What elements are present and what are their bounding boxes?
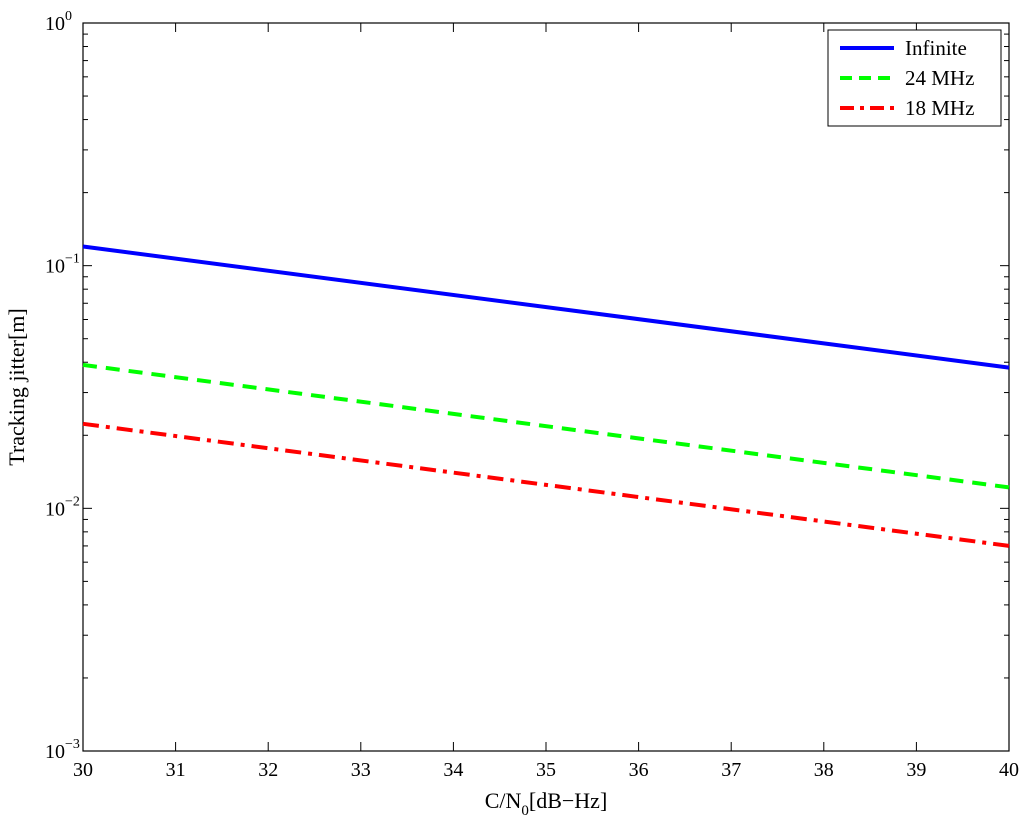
x-tick-label: 32 bbox=[258, 759, 278, 781]
legend: Infinite 24 MHz 18 MHz bbox=[827, 29, 1002, 127]
legend-label: 18 MHz bbox=[905, 96, 974, 120]
legend-label: Infinite bbox=[905, 36, 967, 60]
x-tick-label: 38 bbox=[814, 759, 834, 781]
x-axis-label: C/N0[dB−Hz] bbox=[485, 788, 608, 819]
x-tick-label: 33 bbox=[351, 759, 371, 781]
x-tick-label: 35 bbox=[536, 759, 556, 781]
y-tick-label: 10−2 bbox=[45, 494, 80, 520]
x-tick-label: 39 bbox=[906, 759, 926, 781]
x-tick-label: 36 bbox=[629, 759, 649, 781]
plot-area bbox=[82, 22, 1010, 752]
series-group bbox=[82, 244, 1010, 548]
y-tick-label: 10−3 bbox=[45, 737, 80, 763]
x-tick-label: 31 bbox=[166, 759, 186, 781]
y-tick-label: 10−1 bbox=[45, 252, 80, 278]
y-tick-label: 100 bbox=[45, 9, 72, 35]
x-tick-label: 37 bbox=[721, 759, 741, 781]
ticks: 30 31 32 33 34 35 36 37 38 39 40 10−3 10−2 10−1 100 bbox=[45, 9, 1019, 781]
series-line-18-mhz bbox=[82, 421, 1010, 548]
x-tick-label: 30 bbox=[73, 759, 93, 781]
x-tick-label: 34 bbox=[443, 759, 463, 781]
x-tick-label: 40 bbox=[999, 759, 1019, 781]
y-axis-label: Tracking jitter[m] bbox=[4, 308, 29, 465]
legend-label: 24 MHz bbox=[905, 66, 974, 90]
series-line-infinite bbox=[82, 244, 1010, 370]
series-line-24-mhz bbox=[82, 362, 1010, 490]
